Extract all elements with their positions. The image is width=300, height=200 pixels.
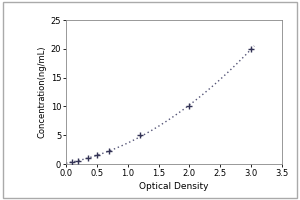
X-axis label: Optical Density: Optical Density xyxy=(139,182,209,191)
Y-axis label: Concentration(ng/mL): Concentration(ng/mL) xyxy=(38,46,46,138)
